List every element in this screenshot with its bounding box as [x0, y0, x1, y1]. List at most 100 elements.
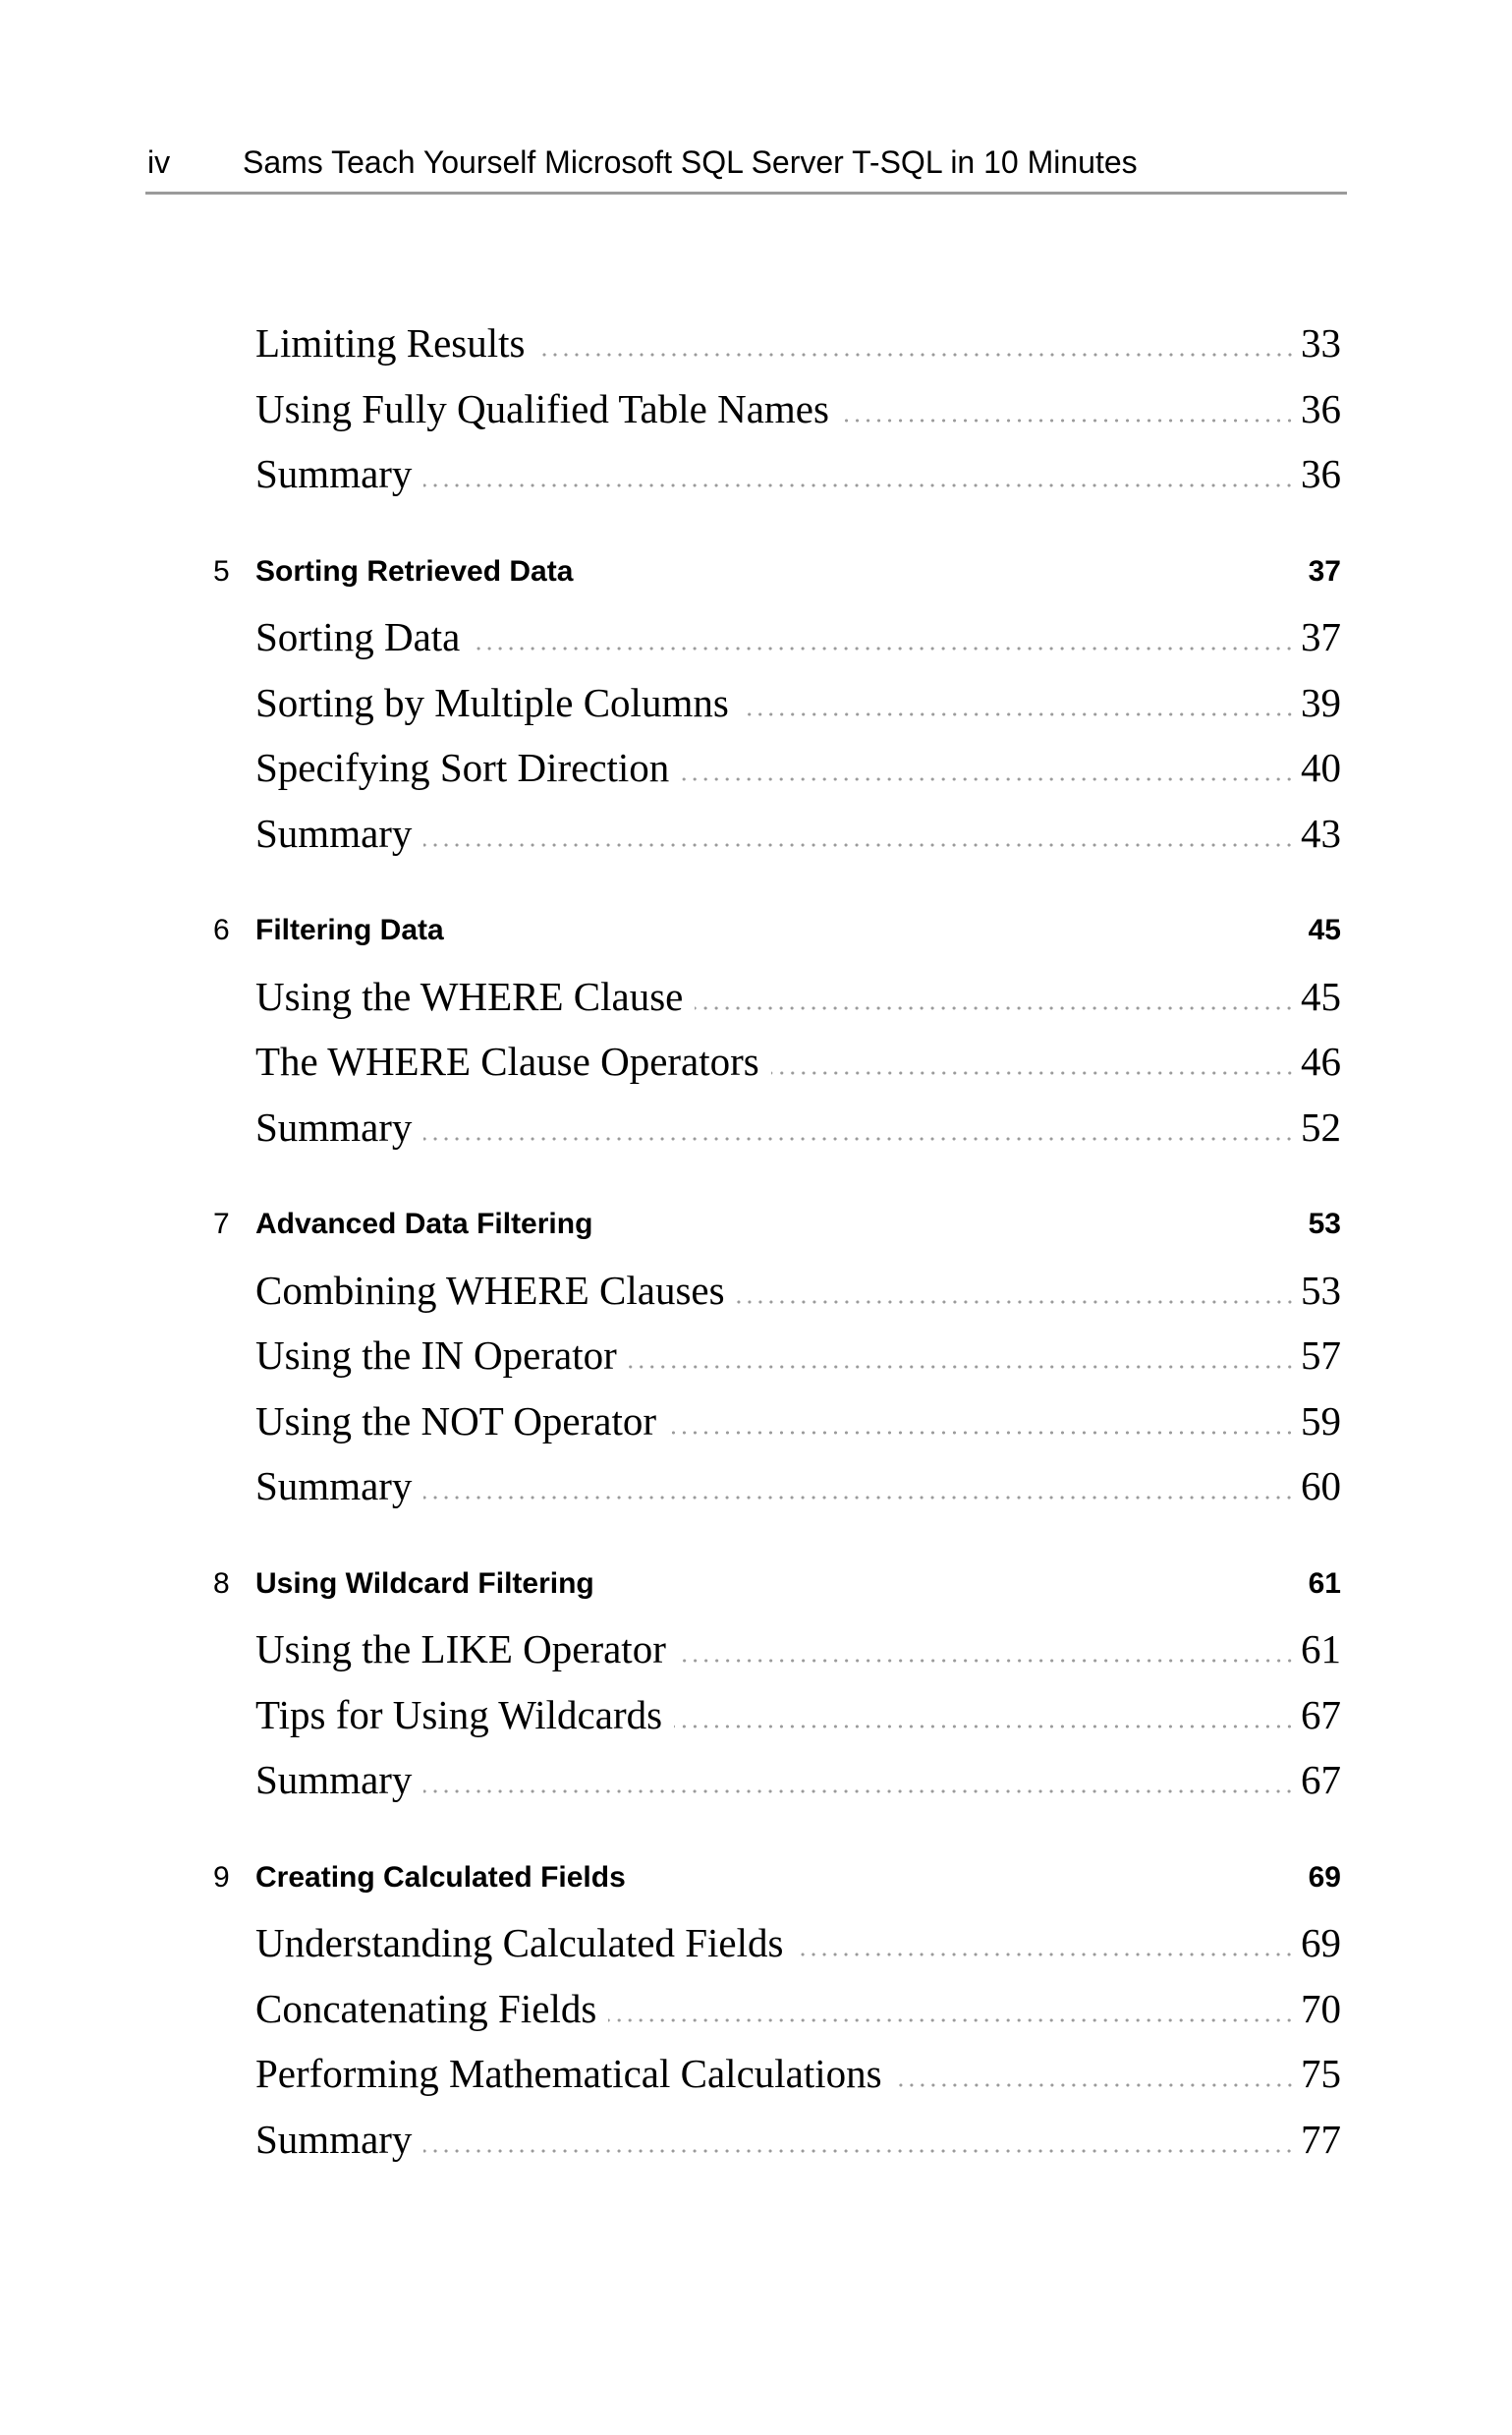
toc-entry[interactable]: Summary 36 — [213, 441, 1341, 507]
chapter-title: Using Wildcard Filtering — [255, 1566, 594, 1600]
toc-entry[interactable]: Summary 67 — [213, 1747, 1341, 1813]
page-number: 53 — [1301, 1267, 1341, 1313]
entry-title: Understanding Calculated Fields — [255, 1920, 784, 1965]
toc-entry[interactable]: Summary 60 — [213, 1453, 1341, 1519]
entry-title: Summary — [255, 451, 413, 496]
toc-entry[interactable]: Limiting Results 33 — [213, 311, 1341, 376]
dot-leader — [423, 842, 1295, 847]
page-number: 52 — [1301, 1104, 1341, 1150]
toc-chapter-heading[interactable]: 6 Filtering Data 45 — [213, 898, 1341, 964]
chapter-number: 5 — [213, 554, 230, 588]
running-header: iv Sams Teach Yourself Microsoft SQL Ser… — [147, 142, 1347, 182]
chapter-number: 6 — [213, 914, 230, 946]
page-number: 40 — [1301, 745, 1341, 790]
toc-entry[interactable]: Concatenating Fields 70 — [213, 1976, 1341, 2042]
dot-leader — [668, 1430, 1295, 1435]
page-number: 37 — [1301, 614, 1341, 659]
entry-title: Sorting by Multiple Columns — [255, 679, 729, 725]
dot-leader — [893, 2083, 1295, 2087]
entry-title: Concatenating Fields — [255, 1985, 597, 2031]
entry-title: Using Fully Qualified Table Names — [255, 385, 829, 431]
page-number: 33 — [1301, 320, 1341, 366]
entry-title: Using the NOT Operator — [255, 1397, 657, 1444]
chapter-title: Creating Calculated Fields — [255, 1860, 626, 1894]
page-number: 60 — [1301, 1463, 1341, 1508]
page-number: 67 — [1301, 1691, 1341, 1737]
toc-entry[interactable]: Summary 77 — [213, 2107, 1341, 2173]
page-number: 45 — [1301, 973, 1341, 1019]
header-page-number: iv — [147, 144, 171, 180]
page-number: 37 — [1308, 554, 1341, 588]
page-number: 61 — [1308, 1566, 1341, 1600]
chapter-title: Advanced Data Filtering — [255, 1208, 593, 1240]
entry-title: Specifying Sort Direction — [255, 745, 670, 790]
toc-chapter-heading[interactable]: 9 Creating Calculated Fields 69 — [213, 1845, 1341, 1911]
toc-chapter-heading[interactable]: 8 Using Wildcard Filtering 61 — [213, 1552, 1341, 1617]
toc-chapter-heading[interactable]: 7 Advanced Data Filtering 53 — [213, 1192, 1341, 1258]
toc-entry[interactable]: Using the IN Operator 57 — [213, 1323, 1341, 1388]
toc-chapter-heading[interactable]: 5 Sorting Retrieved Data 37 — [213, 539, 1341, 605]
entry-title: Summary — [255, 1757, 413, 1802]
toc-entry[interactable]: The WHERE Clause Operators 46 — [213, 1029, 1341, 1095]
toc-entry[interactable]: Specifying Sort Direction 40 — [213, 735, 1341, 801]
page-number: 57 — [1301, 1332, 1341, 1378]
table-of-contents: Limiting Results 33 Using Fully Qualified … — [213, 311, 1341, 2172]
entry-title: Sorting Data — [255, 614, 461, 659]
toc-entry[interactable]: Using the LIKE Operator 61 — [213, 1616, 1341, 1682]
dot-leader — [536, 353, 1295, 357]
page-number: 75 — [1301, 2051, 1341, 2096]
entry-title: Summary — [255, 810, 413, 856]
toc-entry[interactable]: Performing Mathematical Calculations 75 — [213, 2041, 1341, 2107]
header-rule — [145, 192, 1347, 195]
page-number: 53 — [1308, 1208, 1341, 1240]
page-number: 39 — [1301, 679, 1341, 725]
chapter-title: Filtering Data — [255, 914, 444, 946]
dot-leader — [695, 1005, 1295, 1010]
entry-title: Summary — [255, 1104, 413, 1150]
page-number: 69 — [1301, 1920, 1341, 1965]
dot-leader — [472, 647, 1295, 651]
dot-leader — [423, 483, 1295, 487]
entry-title: Combining WHERE Clauses — [255, 1267, 725, 1313]
page-number: 67 — [1301, 1757, 1341, 1802]
header-book-title: Sams Teach Yourself Microsoft SQL Server… — [243, 144, 1138, 180]
toc-entry[interactable]: Tips for Using Wildcards 67 — [213, 1682, 1341, 1748]
entry-title: Using the LIKE Operator — [255, 1626, 666, 1671]
entry-title: Tips for Using Wildcards — [255, 1691, 663, 1737]
toc-entry[interactable]: Using the WHERE Clause 45 — [213, 964, 1341, 1030]
dot-leader — [423, 1789, 1295, 1793]
entry-title: Performing Mathematical Calculations — [255, 2051, 882, 2096]
entry-title: Using the IN Operator — [255, 1332, 617, 1378]
dot-leader — [736, 1299, 1295, 1304]
dot-leader — [674, 1724, 1295, 1728]
toc-entry[interactable]: Sorting Data 37 — [213, 604, 1341, 670]
toc-entry[interactable]: Summary 52 — [213, 1095, 1341, 1161]
dot-leader — [740, 711, 1295, 716]
page-number: 46 — [1301, 1039, 1341, 1084]
dot-leader — [677, 1659, 1295, 1663]
toc-entry[interactable]: Summary 43 — [213, 801, 1341, 867]
dot-leader — [770, 1071, 1295, 1075]
toc-entry[interactable]: Using Fully Qualified Table Names 36 — [213, 376, 1341, 442]
toc-entry[interactable]: Understanding Calculated Fields 69 — [213, 1910, 1341, 1976]
page-number: 36 — [1301, 451, 1341, 496]
dot-leader — [423, 2148, 1295, 2153]
dot-leader — [423, 1136, 1295, 1141]
chapter-title: Sorting Retrieved Data — [255, 554, 574, 588]
entry-title: Summary — [255, 1463, 413, 1508]
entry-title: Limiting Results — [255, 320, 526, 366]
page-number: 70 — [1301, 1985, 1341, 2031]
dot-leader — [795, 1953, 1295, 1956]
page-number: 59 — [1301, 1397, 1341, 1444]
entry-title: Using the WHERE Clause — [255, 973, 684, 1019]
toc-entry[interactable]: Using the NOT Operator 59 — [213, 1388, 1341, 1454]
toc-entry[interactable]: Combining WHERE Clauses 53 — [213, 1258, 1341, 1324]
page-number: 61 — [1301, 1626, 1341, 1671]
chapter-number: 8 — [213, 1566, 230, 1600]
page-number: 77 — [1301, 2116, 1341, 2162]
toc-entry[interactable]: Sorting by Multiple Columns 39 — [213, 670, 1341, 736]
entry-title: Summary — [255, 2116, 413, 2162]
dot-leader — [840, 418, 1295, 423]
page-number: 45 — [1308, 914, 1341, 946]
dot-leader — [608, 2017, 1295, 2022]
